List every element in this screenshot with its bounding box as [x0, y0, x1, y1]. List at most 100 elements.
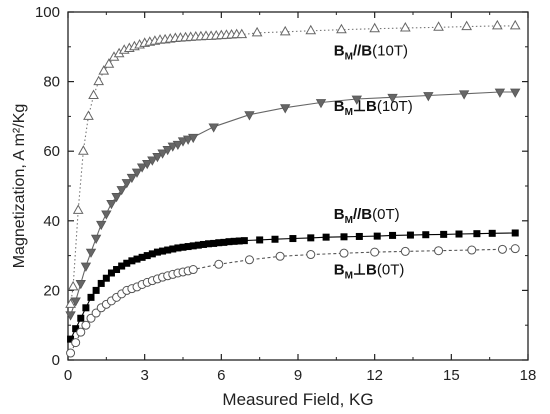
data-point-square	[215, 239, 223, 247]
x-tick-label: 0	[64, 367, 72, 384]
annotation-suffix: (10T)	[372, 43, 408, 60]
data-point-square	[102, 274, 110, 282]
data-point-square	[289, 235, 297, 243]
data-point-triangle-filled	[131, 168, 143, 178]
data-point-triangle-open	[65, 298, 76, 308]
data-point-triangle-filled	[423, 92, 434, 102]
series-annotation-3: BM⊥B(0T)	[334, 262, 405, 282]
data-point-square	[107, 269, 115, 277]
annotation-suffix: (0T)	[372, 206, 400, 223]
data-point-triangle-filled	[142, 159, 153, 170]
data-point-square	[440, 230, 448, 238]
data-point-square	[118, 262, 126, 270]
annotation-main: B	[334, 98, 345, 115]
data-point-triangle-open	[88, 89, 99, 100]
data-point-square	[82, 304, 90, 312]
y-tick-label: 40	[43, 213, 60, 230]
data-point-triangle-filled	[510, 88, 521, 98]
data-point-triangle-filled	[208, 123, 219, 133]
series-line-3	[70, 248, 516, 354]
data-point-square	[340, 233, 348, 241]
data-point-triangle-filled	[152, 153, 163, 163]
data-point-triangle-filled	[351, 95, 362, 105]
x-tick-label: 12	[366, 367, 383, 384]
annotation-main: B	[334, 43, 345, 60]
series-markers	[65, 19, 521, 358]
annotation-target: B	[366, 98, 377, 115]
data-point-circle	[510, 244, 520, 254]
data-point-square	[143, 252, 151, 260]
x-axis-label: Measured Field, KG	[222, 390, 373, 409]
data-point-square	[169, 245, 177, 253]
data-point-square	[406, 231, 414, 239]
y-tick-label: 20	[43, 282, 60, 299]
data-point-triangle-filled	[387, 93, 398, 104]
data-point-triangle-filled	[244, 111, 255, 121]
annotation-main: B	[334, 206, 345, 223]
data-point-triangle-open	[98, 65, 110, 75]
annotation-suffix: (10T)	[377, 98, 413, 115]
data-point-square	[133, 255, 141, 263]
data-point-square	[159, 247, 167, 255]
data-point-triangle-filled	[136, 163, 148, 173]
data-point-triangle-open	[433, 21, 444, 31]
data-point-triangle-filled	[80, 262, 92, 272]
data-point-triangle-open	[305, 24, 317, 35]
data-point-triangle-open	[83, 110, 94, 120]
series-lines	[70, 25, 516, 354]
data-point-circle	[497, 244, 507, 254]
data-point-square	[488, 229, 496, 237]
data-point-triangle-open	[67, 280, 79, 291]
data-point-triangle-filled	[172, 140, 184, 151]
data-point-square	[355, 232, 363, 240]
data-point-triangle-filled	[177, 137, 189, 147]
annotation-rel: //	[353, 43, 362, 60]
data-point-square	[271, 235, 279, 243]
data-point-circle	[434, 246, 444, 256]
data-point-triangle-open	[491, 19, 503, 30]
data-point-triangle-filled	[162, 146, 173, 156]
data-point-triangle-filled	[167, 142, 178, 152]
data-point-square	[72, 325, 80, 333]
data-point-square	[235, 237, 243, 245]
data-point-square	[225, 238, 233, 246]
data-point-square	[205, 240, 213, 248]
data-point-triangle-open	[93, 75, 105, 86]
y-tick-label: 60	[43, 143, 60, 160]
data-point-square	[97, 279, 105, 287]
data-point-square	[220, 238, 228, 246]
data-point-triangle-filled	[116, 186, 127, 196]
data-point-square	[189, 242, 197, 250]
data-point-triangle-filled	[157, 149, 168, 159]
data-point-triangle-open	[399, 21, 411, 32]
data-point-square	[199, 240, 207, 248]
y-tick-label: 0	[52, 352, 60, 369]
data-point-square	[148, 250, 156, 258]
series-annotation-2: BM//B(0T)	[334, 206, 400, 226]
data-point-triangle-filled	[101, 210, 112, 220]
data-point-triangle-filled	[280, 104, 291, 114]
annotation-sub: M	[345, 271, 353, 282]
annotation-suffix: (0T)	[377, 262, 405, 279]
data-point-square	[92, 286, 100, 294]
data-point-circle	[400, 246, 410, 256]
series-annotation-0: BM//B(10T)	[334, 43, 408, 63]
data-point-square	[87, 293, 95, 301]
data-point-circle	[275, 251, 285, 261]
data-point-triangle-open	[509, 19, 521, 30]
data-point-circle	[244, 255, 254, 265]
data-point-circle	[71, 338, 81, 348]
data-point-square	[77, 314, 85, 322]
data-point-triangle-filled	[65, 311, 76, 321]
data-point-circle	[306, 250, 316, 260]
data-point-circle	[467, 245, 477, 255]
data-point-triangle-filled	[182, 135, 194, 145]
data-point-triangle-filled	[188, 133, 199, 144]
annotation-sub: M	[345, 215, 353, 226]
data-point-square	[153, 248, 161, 256]
data-point-square	[307, 234, 315, 242]
data-point-triangle-open	[251, 26, 263, 37]
data-point-square	[422, 231, 430, 239]
data-point-square	[179, 243, 187, 251]
